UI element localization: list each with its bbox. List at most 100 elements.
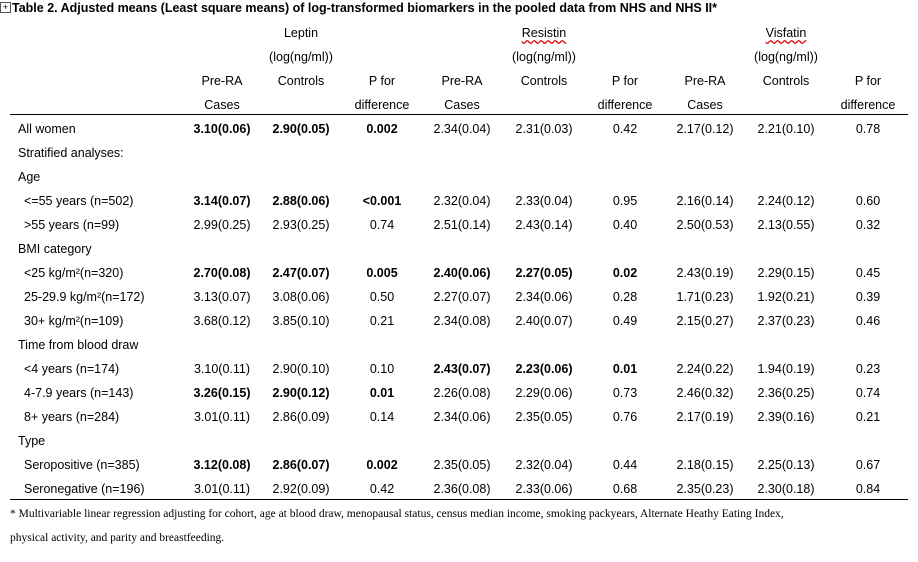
group-unit: (log(ng/ml)) (754, 50, 818, 64)
cell: 0.21 (855, 410, 881, 424)
cell: 2.29(0.15) (757, 266, 815, 280)
cell: 2.27(0.05) (515, 266, 573, 280)
cell: 3.01(0.11) (193, 482, 251, 496)
table-handle[interactable]: + (0, 2, 11, 13)
footnote: * Multivariable linear regression adjust… (10, 508, 784, 520)
column-header: Controls (762, 74, 810, 88)
cell: 3.08(0.06) (272, 290, 330, 304)
cell: 3.14(0.07) (193, 194, 251, 208)
cell: 2.90(0.05) (272, 122, 330, 136)
column-header: difference (597, 98, 653, 112)
column-header: Cases (687, 98, 723, 112)
cell: 2.34(0.06) (433, 410, 491, 424)
cell: 2.43(0.14) (515, 218, 573, 232)
header-rule (10, 114, 908, 115)
group-name: Resistin (521, 26, 567, 40)
column-header: P for (611, 74, 639, 88)
group-name: Leptin (283, 26, 319, 40)
column-header: difference (354, 98, 410, 112)
cell: 0.28 (612, 290, 638, 304)
cell: 2.32(0.04) (515, 458, 573, 472)
cell: 0.74 (369, 218, 395, 232)
cell: 2.51(0.14) (433, 218, 491, 232)
cell: 3.10(0.11) (193, 362, 251, 376)
cell: 2.35(0.23) (676, 482, 734, 496)
column-header: Cases (204, 98, 240, 112)
row-label: 8+ years (n=284) (24, 410, 120, 424)
cell: 0.44 (612, 458, 638, 472)
cell: 0.76 (612, 410, 638, 424)
cell: 2.90(0.10) (272, 362, 330, 376)
cell: 0.14 (369, 410, 395, 424)
cell: 2.33(0.04) (515, 194, 573, 208)
cell: 2.21(0.10) (757, 122, 815, 136)
cell: 2.86(0.09) (272, 410, 330, 424)
cell: 2.43(0.07) (433, 362, 491, 376)
cell: 0.78 (855, 122, 881, 136)
cell: 2.40(0.06) (433, 266, 491, 280)
row-label: Seropositive (n=385) (24, 458, 140, 472)
cell: 2.37(0.23) (757, 314, 815, 328)
cell: 0.002 (366, 122, 398, 136)
cell: 2.39(0.16) (757, 410, 815, 424)
cell: 2.26(0.08) (433, 386, 491, 400)
group-name: Visfatin (765, 26, 807, 40)
cell: 1.92(0.21) (757, 290, 815, 304)
column-header: difference (840, 98, 896, 112)
cell: 3.85(0.10) (272, 314, 330, 328)
cell: 1.71(0.23) (676, 290, 734, 304)
footnote: physical activity, and parity and breast… (10, 532, 225, 544)
row-label: <25 kg/m²(n=320) (24, 266, 124, 280)
cell: 0.45 (855, 266, 881, 280)
cell: 0.002 (366, 458, 398, 472)
cell: 2.17(0.12) (676, 122, 734, 136)
cell: 0.21 (369, 314, 395, 328)
cell: 0.67 (855, 458, 881, 472)
cell: 2.25(0.13) (757, 458, 815, 472)
cell: 0.42 (369, 482, 395, 496)
cell: 2.35(0.05) (433, 458, 491, 472)
cell: 2.29(0.06) (515, 386, 573, 400)
cell: 2.34(0.06) (515, 290, 573, 304)
cell: 0.49 (612, 314, 638, 328)
cell: 0.10 (369, 362, 395, 376)
cell: 2.40(0.07) (515, 314, 573, 328)
cell: 0.01 (612, 362, 638, 376)
row-label: 30+ kg/m²(n=109) (24, 314, 124, 328)
cell: 1.94(0.19) (757, 362, 815, 376)
cell: 2.18(0.15) (676, 458, 734, 472)
column-header: Controls (277, 74, 325, 88)
cell: 2.47(0.07) (272, 266, 330, 280)
column-header: Pre-RA (201, 74, 243, 88)
cell: 0.46 (855, 314, 881, 328)
group-unit: (log(ng/ml)) (269, 50, 333, 64)
cell: 0.39 (855, 290, 881, 304)
cell: 2.93(0.25) (272, 218, 330, 232)
cell: 2.88(0.06) (272, 194, 330, 208)
cell: 0.40 (612, 218, 638, 232)
cell: 2.35(0.05) (515, 410, 573, 424)
cell: 2.17(0.19) (676, 410, 734, 424)
cell: 0.84 (855, 482, 881, 496)
cell: 2.86(0.07) (272, 458, 330, 472)
row-label: >55 years (n=99) (24, 218, 120, 232)
cell: 0.01 (369, 386, 395, 400)
cell: 3.13(0.07) (193, 290, 251, 304)
cell: 2.13(0.55) (757, 218, 815, 232)
column-header: P for (368, 74, 396, 88)
cell: 2.27(0.07) (433, 290, 491, 304)
cell: 2.43(0.19) (676, 266, 734, 280)
cell: 2.50(0.53) (676, 218, 734, 232)
column-header: Pre-RA (684, 74, 726, 88)
section-label: Stratified analyses: (18, 146, 124, 160)
cell: 3.01(0.11) (193, 410, 251, 424)
cell: 0.68 (612, 482, 638, 496)
cell: 2.99(0.25) (193, 218, 251, 232)
cell: 0.50 (369, 290, 395, 304)
cell: 3.26(0.15) (193, 386, 251, 400)
row-label: 25-29.9 kg/m²(n=172) (24, 290, 145, 304)
section-label: Type (18, 434, 46, 448)
cell: 2.36(0.25) (757, 386, 815, 400)
column-header: Cases (444, 98, 480, 112)
